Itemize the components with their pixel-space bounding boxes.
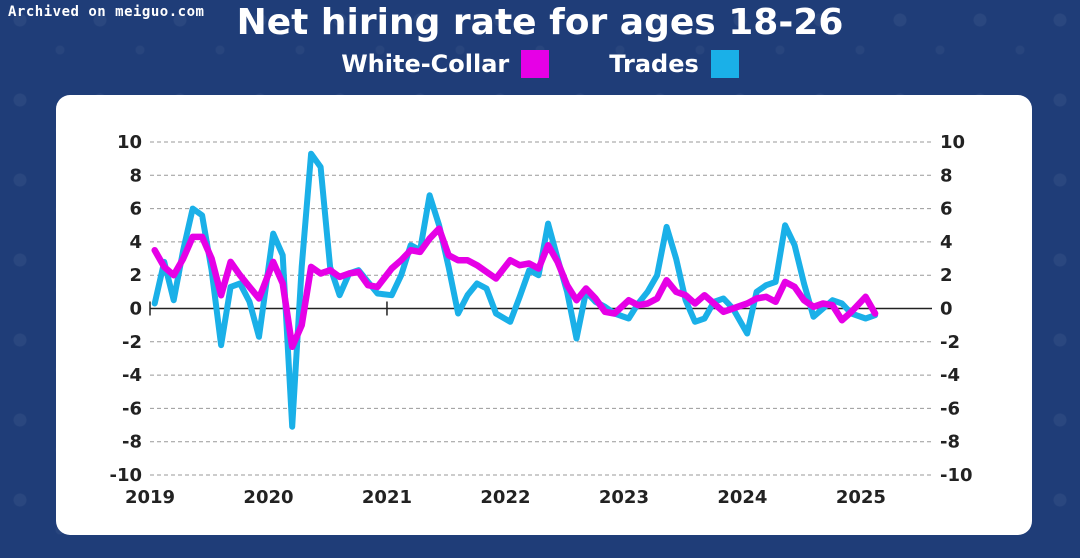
y-tick-label-right: -10 [940,465,973,486]
legend-swatch-trades [710,50,739,78]
x-tick-label: 2020 [243,487,293,508]
x-tick-label: 2022 [480,487,530,508]
y-tick-label-left: -6 [122,398,142,419]
y-tick-label-left: 2 [129,265,142,286]
y-tick-label-right: -6 [940,398,960,419]
legend-label-trades: Trades [609,50,699,78]
y-tick-label-left: 6 [129,199,142,220]
y-tick-label-right: 8 [940,165,953,186]
legend-swatch-white-collar [521,50,550,78]
y-tick-label-right: 4 [940,232,953,253]
y-tick-label-left: 10 [117,132,142,153]
chart-title: Net hiring rate for ages 18-26 [236,2,844,43]
y-tick-label-right: -2 [940,332,960,353]
y-tick-label-right: 0 [940,299,953,320]
y-tick-label-left: -8 [122,432,142,453]
x-tick-label: 2021 [362,487,412,508]
y-tick-label-left: 8 [129,165,142,186]
line-chart: 10 108 86 64 42 20 0-2 -2-4 -4-6 -6-8 -8-10 -102019… [109,132,973,508]
y-tick-label-left: -10 [109,465,142,486]
y-tick-label-right: 2 [940,265,953,286]
legend-item-trades: Trades [609,50,739,78]
x-tick-label: 2024 [717,487,767,508]
legend-item-white-collar: White-Collar [341,50,550,78]
series-line-white-collar [151,225,879,351]
y-tick-label-left: 4 [129,232,142,253]
legend-label-white-collar: White-Collar [341,50,510,78]
y-tick-label-right: 6 [940,199,953,220]
y-tick-label-right: -8 [940,432,960,453]
y-tick-label-left: -4 [122,365,142,386]
x-tick-label: 2025 [836,487,886,508]
y-tick-label-left: 0 [129,299,142,320]
chart-card: 10 10 8 8 6 6 4 4 2 2 0 0 -2 -2 -4 -4 -6 -6 -8 -8 -10 -10 2019… [56,95,1032,535]
legend: White-Collar Trades [0,50,1080,78]
x-tick-label: 2023 [599,487,649,508]
y-tick-label-right: -4 [940,365,960,386]
y-tick-label-left: -2 [122,332,142,353]
y-tick-label-right: 10 [940,132,965,153]
watermark: Archived on meiguo.com [8,4,205,20]
x-tick-label: 2019 [125,487,175,508]
